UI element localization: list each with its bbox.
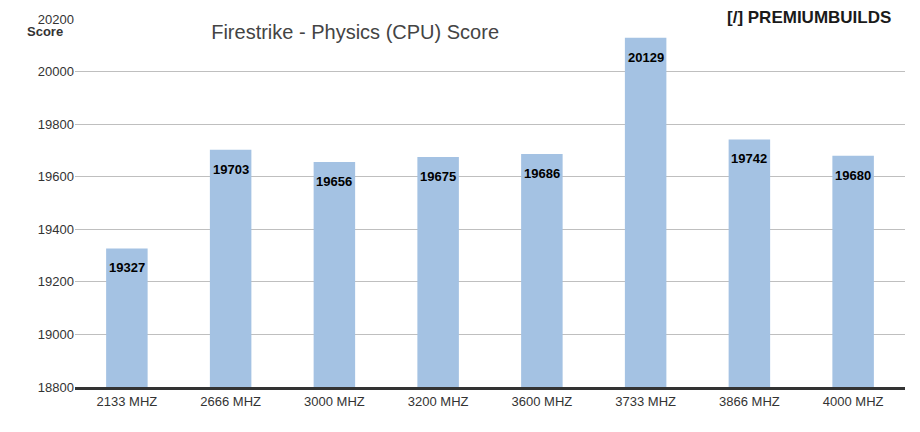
svg-text:18800: 18800 <box>38 380 74 395</box>
svg-text:2133 MHZ: 2133 MHZ <box>97 394 158 409</box>
svg-text:20200: 20200 <box>38 12 74 27</box>
svg-text:20000: 20000 <box>38 64 74 79</box>
svg-text:19675: 19675 <box>420 169 456 184</box>
svg-text:19000: 19000 <box>38 327 74 342</box>
svg-text:2666 MHZ: 2666 MHZ <box>200 394 261 409</box>
svg-text:3600 MHZ: 3600 MHZ <box>512 394 573 409</box>
svg-text:Score: Score <box>27 24 63 39</box>
svg-text:4000 MHZ: 4000 MHZ <box>823 394 884 409</box>
svg-text:19400: 19400 <box>38 222 74 237</box>
svg-text:[/] PREMIUMBUILDS: [/] PREMIUMBUILDS <box>727 8 891 27</box>
svg-text:3200 MHZ: 3200 MHZ <box>408 394 469 409</box>
svg-text:20129: 20129 <box>628 50 664 65</box>
svg-text:3866 MHZ: 3866 MHZ <box>719 394 780 409</box>
svg-text:19800: 19800 <box>38 117 74 132</box>
svg-text:19200: 19200 <box>38 274 74 289</box>
svg-text:19703: 19703 <box>213 162 249 177</box>
svg-text:19656: 19656 <box>316 174 352 189</box>
svg-text:3733 MHZ: 3733 MHZ <box>615 394 676 409</box>
svg-text:19686: 19686 <box>524 166 560 181</box>
svg-text:Firestrike - Physics (CPU) Sco: Firestrike - Physics (CPU) Score <box>211 21 499 43</box>
svg-text:19327: 19327 <box>109 260 145 275</box>
svg-text:19680: 19680 <box>835 168 871 183</box>
svg-text:19742: 19742 <box>731 151 767 166</box>
svg-text:3000 MHZ: 3000 MHZ <box>304 394 365 409</box>
svg-text:19600: 19600 <box>38 169 74 184</box>
